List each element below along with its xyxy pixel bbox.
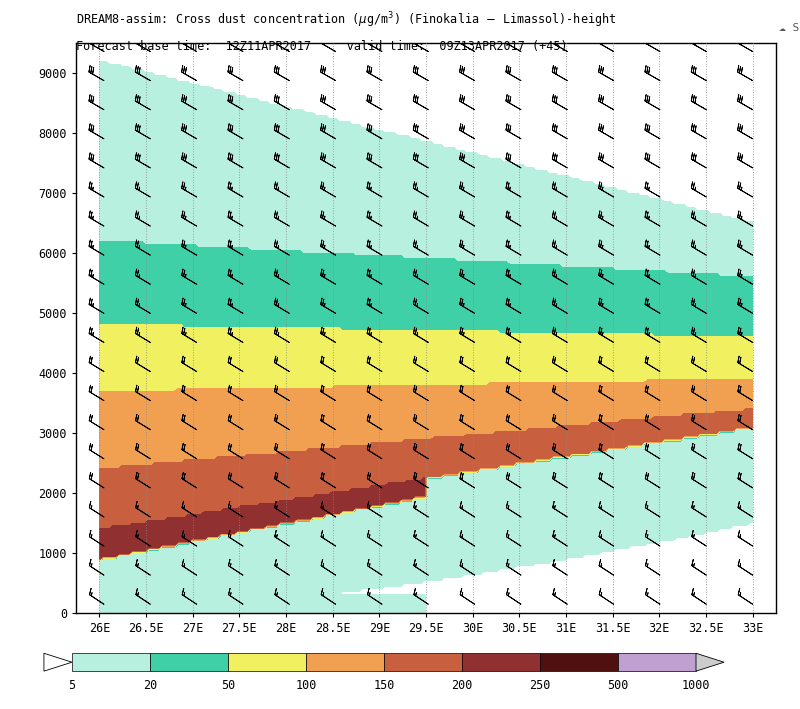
Text: 150: 150 bbox=[374, 679, 394, 691]
Text: Forecast base time:  12Z11APR2017     valid time:  09Z13APR2017 (+45): Forecast base time: 12Z11APR2017 valid t… bbox=[76, 40, 568, 53]
FancyBboxPatch shape bbox=[540, 653, 618, 671]
Text: 250: 250 bbox=[530, 679, 550, 691]
Text: 5: 5 bbox=[69, 679, 75, 691]
Text: 20: 20 bbox=[143, 679, 157, 691]
Text: 500: 500 bbox=[607, 679, 629, 691]
Polygon shape bbox=[696, 653, 724, 671]
Text: ☁ SEEVCCC: ☁ SEEVCCC bbox=[779, 23, 800, 33]
FancyBboxPatch shape bbox=[384, 653, 462, 671]
Polygon shape bbox=[44, 653, 72, 671]
FancyBboxPatch shape bbox=[618, 653, 696, 671]
Text: 200: 200 bbox=[451, 679, 473, 691]
FancyBboxPatch shape bbox=[150, 653, 228, 671]
FancyBboxPatch shape bbox=[462, 653, 540, 671]
Text: DREAM8-assim: Cross dust concentration ($\mu$g/m$^3$) (Finokalia $-$ Limassol)-h: DREAM8-assim: Cross dust concentration (… bbox=[76, 11, 616, 30]
Text: 100: 100 bbox=[295, 679, 317, 691]
Text: 1000: 1000 bbox=[682, 679, 710, 691]
Text: 50: 50 bbox=[221, 679, 235, 691]
FancyBboxPatch shape bbox=[72, 653, 150, 671]
FancyBboxPatch shape bbox=[228, 653, 306, 671]
FancyBboxPatch shape bbox=[306, 653, 384, 671]
